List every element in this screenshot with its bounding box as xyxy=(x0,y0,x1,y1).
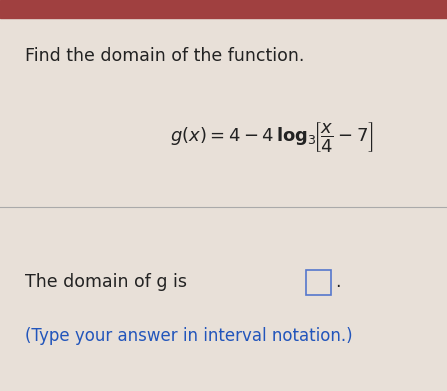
Text: The domain of g is: The domain of g is xyxy=(25,273,186,291)
Bar xyxy=(0,0,447,18)
Text: (Type your answer in interval notation.): (Type your answer in interval notation.) xyxy=(25,327,352,345)
Text: $g(x) = 4 - 4\,\mathbf{log}_{3}\!\left[\dfrac{x}{4} - 7\right]$: $g(x) = 4 - 4\,\mathbf{log}_{3}\!\left[\… xyxy=(170,120,374,154)
Text: .: . xyxy=(335,273,341,291)
FancyBboxPatch shape xyxy=(306,270,331,295)
Text: Find the domain of the function.: Find the domain of the function. xyxy=(25,47,304,65)
